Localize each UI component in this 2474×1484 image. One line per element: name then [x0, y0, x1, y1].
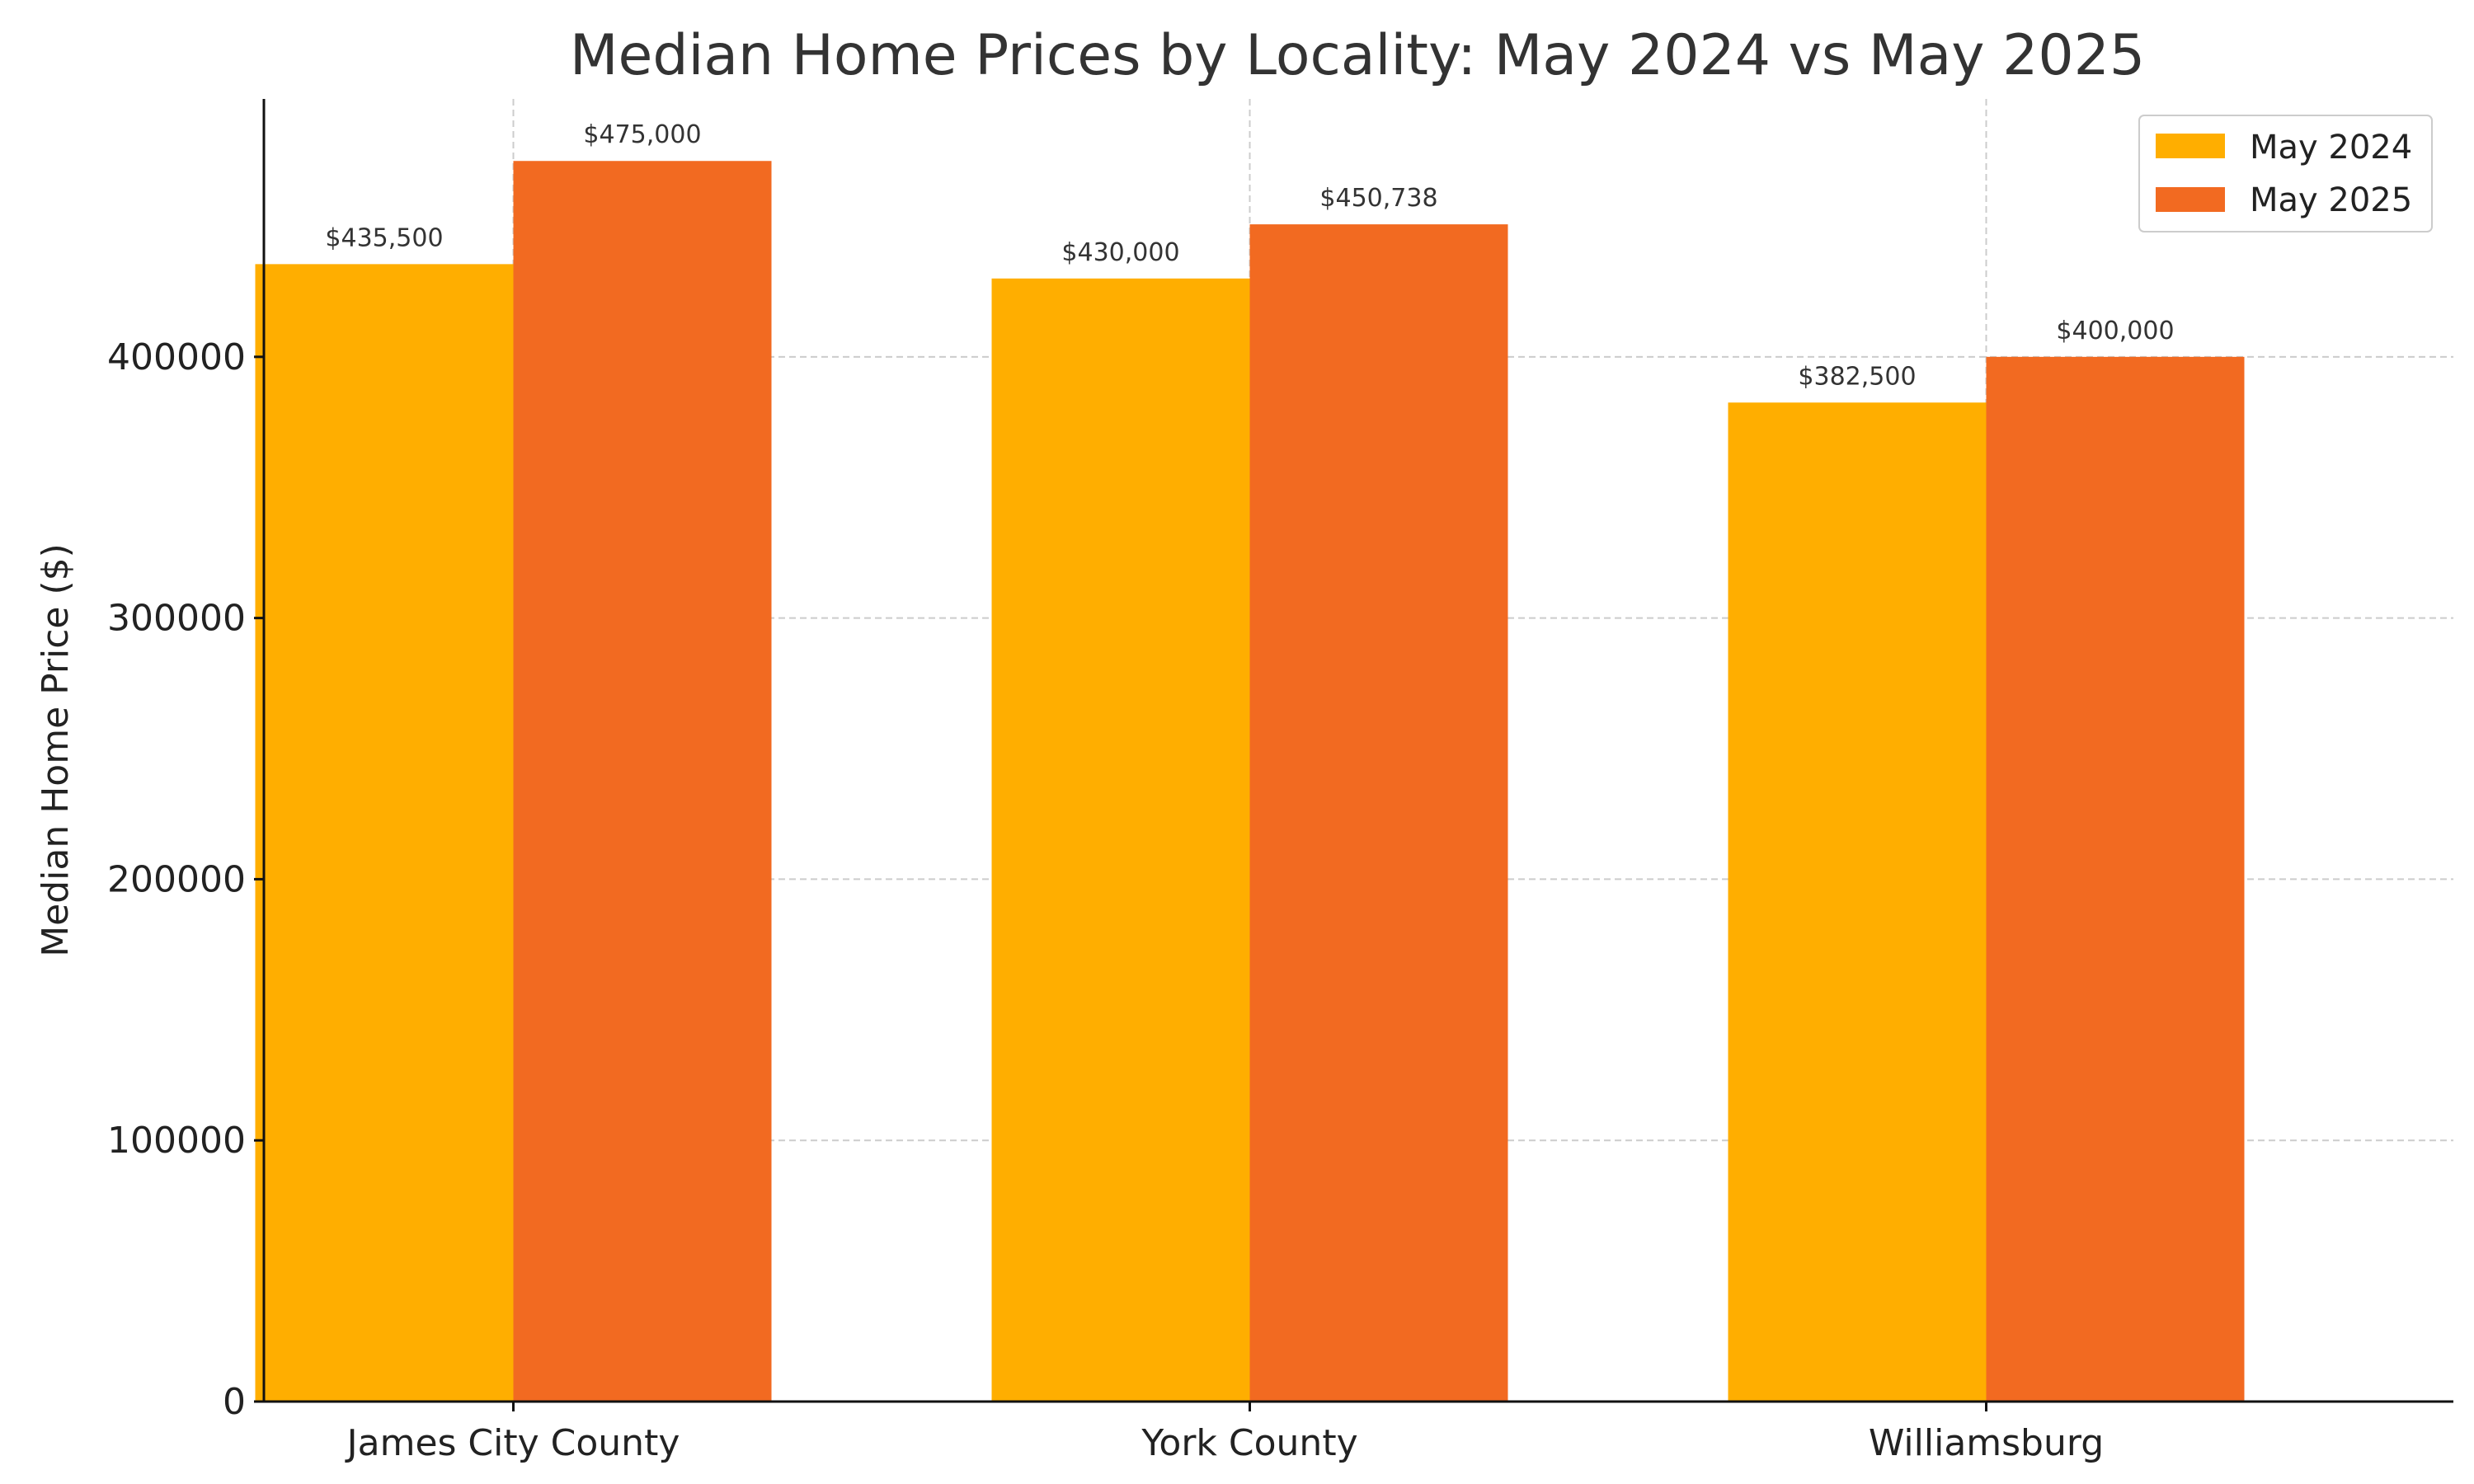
- x-tick-label-york-county: York County: [1141, 1422, 1357, 1464]
- y-axis-label: Median Home Price ($): [35, 543, 77, 957]
- x-tick-label-james-city-county: James City County: [345, 1422, 680, 1464]
- legend-swatch-may-2024: [2156, 134, 2225, 158]
- bar-may-2024-williamsburg: [1728, 402, 1987, 1402]
- data-label-may-2025-williamsburg: $400,000: [2056, 317, 2174, 345]
- bar-may-2024-york-county: [991, 278, 1250, 1402]
- y-tick-label-200000: 200000: [107, 858, 246, 900]
- y-tick-label-0: 0: [223, 1381, 246, 1423]
- x-tick-label-williamsburg: Williamsburg: [1869, 1422, 2104, 1464]
- bar-may-2024-james-city-county: [255, 264, 514, 1402]
- bar-may-2025-york-county: [1249, 224, 1508, 1402]
- data-labels: $435,500 $430,000 $382,500 $475,000 $450,738…: [325, 120, 2174, 391]
- data-label-may-2025-james-city-county: $475,000: [583, 120, 701, 149]
- legend-label-may-2025: May 2025: [2250, 181, 2412, 219]
- data-label-may-2024-york-county: $430,000: [1061, 238, 1179, 267]
- y-tick-label-300000: 300000: [107, 598, 246, 640]
- y-tick-label-100000: 100000: [107, 1120, 246, 1162]
- legend-swatch-may-2025: [2156, 187, 2225, 212]
- bar-may-2025-williamsburg: [1986, 356, 2245, 1402]
- y-tick-label-400000: 400000: [107, 336, 246, 378]
- legend-label-may-2024: May 2024: [2250, 129, 2412, 167]
- data-label-may-2024-williamsburg: $382,500: [1798, 362, 1916, 391]
- data-label-may-2024-james-city-county: $435,500: [325, 223, 443, 252]
- bar-may-2025-james-city-county: [513, 161, 772, 1402]
- chart-title: Median Home Prices by Locality: May 2024…: [570, 23, 2145, 88]
- bars: [255, 161, 2245, 1402]
- legend: May 2024 May 2025: [2138, 115, 2433, 232]
- data-label-may-2025-york-county: $450,738: [1319, 184, 1437, 213]
- axes: 0 100000 200000 300000 400000 James City Coun…: [107, 99, 2453, 1464]
